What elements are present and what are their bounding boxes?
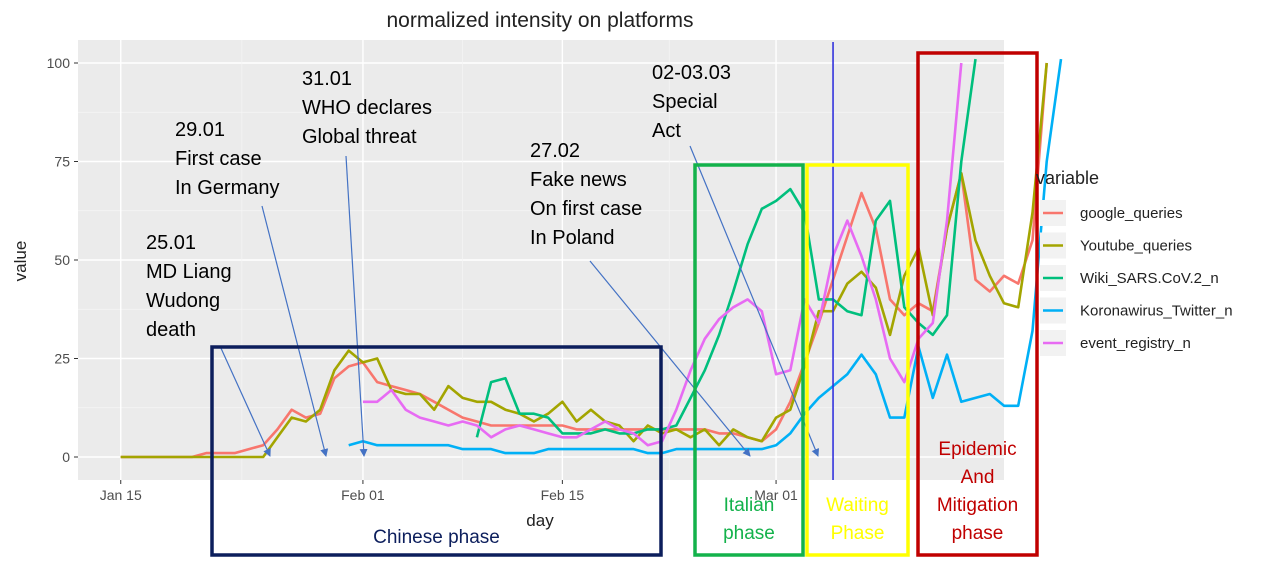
annotation-arrow <box>589 260 751 457</box>
phase-box <box>916 51 1039 557</box>
x-tick-label: Jan 15 <box>100 487 142 503</box>
x-tick-label: Feb 15 <box>541 487 585 503</box>
y-tick-label: 25 <box>54 351 70 367</box>
phase-label: Italian phase <box>723 495 775 544</box>
phase-label: Epidemic And Mitigation phase <box>936 439 1019 544</box>
annotation-arrow <box>689 145 820 457</box>
y-tick-label: 0 <box>62 449 70 465</box>
phase-label: Chinese phase <box>373 527 500 548</box>
y-axis-label: value <box>11 241 30 282</box>
phase-boxes <box>210 51 1039 557</box>
legend-label: event_registry_n <box>1080 335 1191 352</box>
annotation-text: 29.01 First case In Germany <box>175 119 280 199</box>
series-line-Youtube_queries <box>120 62 1048 459</box>
grid-lines <box>78 40 1004 480</box>
chart-title: normalized intensity on platforms <box>387 9 694 32</box>
phase-box <box>805 163 910 557</box>
annotation-text: 02-03.03 Special Act <box>652 62 731 142</box>
y-axis-ticks: 0 25 50 75 100 <box>47 55 78 465</box>
annotation-arrow <box>261 205 329 457</box>
legend-label: Youtube_queries <box>1080 238 1192 255</box>
series-line-google_queries <box>120 62 1048 459</box>
x-axis-ticks: Jan 15 Feb 01 Feb 15 Mar 01 <box>100 480 798 503</box>
phase-box <box>210 345 663 557</box>
annotation-arrow <box>219 345 271 457</box>
annotation-arrow <box>345 155 368 457</box>
legend-title: variable <box>1036 168 1099 188</box>
series-line-Koronawirus_Twitter_n <box>348 58 1063 455</box>
annotation-text: 25.01 MD Liang Wudong death <box>146 232 232 341</box>
phase-box <box>693 163 805 557</box>
legend-label: google_queries <box>1080 205 1183 222</box>
annotation-arrows <box>219 145 820 457</box>
x-axis-label: day <box>526 511 554 530</box>
x-tick-label: Mar 01 <box>754 487 798 503</box>
y-tick-label: 100 <box>47 55 71 71</box>
y-tick-label: 75 <box>54 154 70 170</box>
legend-label: Wiki_SARS.CoV.2_n <box>1080 270 1219 287</box>
y-tick-label: 50 <box>54 252 70 268</box>
annotation-text: 31.01 WHO declares Global threat <box>302 68 433 148</box>
legend: variable google_queries Youtube_queries Wi… <box>1036 168 1233 356</box>
legend-label: Koronawirus_Twitter_n <box>1080 303 1233 320</box>
phase-label: Waiting Phase <box>826 495 889 544</box>
annotation-text: 27.02 Fake news On first case In Poland <box>530 140 643 249</box>
x-tick-label: Feb 01 <box>341 487 385 503</box>
